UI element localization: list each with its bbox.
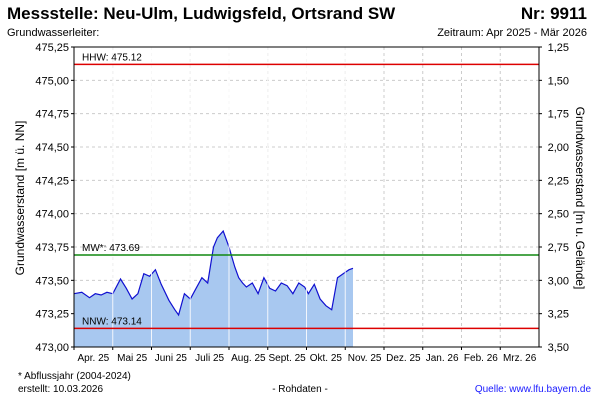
series-area (73, 229, 354, 347)
reference-label-nnw: NNW: 473.14 (82, 316, 142, 327)
y-tick-right: 3,25 (548, 309, 569, 321)
y-tick-left: 475,00 (35, 75, 69, 87)
y-tick-left: 474,75 (35, 109, 69, 121)
x-tick-label: Okt. 25 (310, 353, 343, 364)
series-area-fill (74, 231, 353, 347)
x-tick-label: Mrz. 26 (503, 353, 537, 364)
y-tick-left: 474,00 (35, 209, 69, 221)
x-tick-label: Nov. 25 (348, 353, 382, 364)
x-tick-label: Feb. 26 (464, 353, 498, 364)
month-grid (112, 47, 346, 347)
y-tick-left: 473,00 (35, 342, 69, 354)
y-tick-left: 475,25 (35, 42, 69, 54)
created-date: erstellt: 10.03.2026 (18, 384, 104, 395)
axes: 475,25 1,25 475,00 1,50 474,75 1,75 474,50 2,00… (35, 42, 569, 364)
reference-lines: HHW: 475.12 MW*: 473.69 NNW: 473.14 (74, 52, 539, 330)
reference-label-hhw: HHW: 475.12 (82, 52, 142, 63)
y-tick-right: 1,75 (548, 109, 569, 121)
y-tick-left: 474,25 (35, 175, 69, 187)
y-tick-left: 473,25 (35, 309, 69, 321)
y-tick-right: 2,75 (548, 242, 569, 254)
footnote: * Abflussjahr (2004-2024) (18, 371, 131, 382)
y-tick-left: 473,75 (35, 242, 69, 254)
y-tick-right: 3,00 (548, 275, 569, 287)
x-tick-label: Sept. 25 (268, 353, 306, 364)
x-tick-label: Jan. 26 (426, 353, 459, 364)
x-tick-label: Juni 25 (155, 353, 188, 364)
series-line (73, 229, 354, 317)
reference-label-mw: MW*: 473.69 (82, 243, 140, 254)
y-tick-left: 473,50 (35, 275, 69, 287)
y-tick-right: 2,50 (548, 209, 569, 221)
x-tick-label: Dez. 25 (386, 353, 421, 364)
aquifer-label: Grundwasserleiter: (7, 27, 100, 39)
chart-title: Messstelle: Neu-Ulm, Ludwigsfeld, Ortsra… (7, 4, 396, 23)
y-tick-right: 2,25 (548, 175, 569, 187)
y-axis-label-right: Grundwasserstand [m u. Gelände] (573, 107, 587, 290)
y-tick-right: 3,50 (548, 342, 569, 354)
y-tick-right: 1,50 (548, 75, 569, 87)
x-tick-label: Juli 25 (195, 353, 224, 364)
station-number: Nr: 9911 (520, 4, 587, 23)
source-link[interactable]: Quelle: www.lfu.bayern.de (474, 384, 591, 395)
raw-data-label: - Rohdaten - (272, 384, 328, 395)
y-tick-right: 2,00 (548, 142, 569, 154)
x-tick-label: Aug. 25 (231, 353, 266, 364)
period-label: Zeitraum: Apr 2025 - Mär 2026 (437, 27, 587, 39)
y-tick-left: 474,50 (35, 142, 69, 154)
y-tick-right: 1,25 (548, 42, 569, 54)
x-tick-label: Mai 25 (117, 353, 147, 364)
x-tick-label: Apr. 25 (78, 353, 110, 364)
y-axis-label-left: Grundwasserstand [m ü. NN] (13, 121, 27, 276)
